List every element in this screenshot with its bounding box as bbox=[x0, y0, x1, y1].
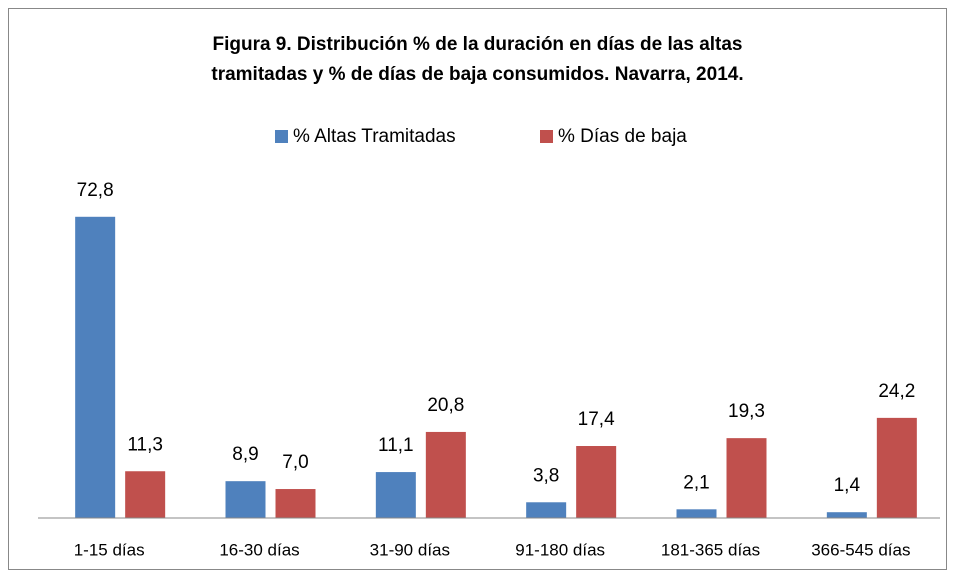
bar bbox=[375, 472, 416, 518]
bar bbox=[526, 502, 567, 518]
legend-label: % Días de baja bbox=[558, 126, 687, 147]
bar bbox=[676, 509, 717, 518]
x-tick-label: 91-180 días bbox=[515, 540, 605, 559]
data-label: 3,8 bbox=[533, 465, 559, 486]
data-label: 20,8 bbox=[427, 395, 464, 416]
data-label: 11,3 bbox=[127, 434, 163, 455]
data-label: 7,0 bbox=[282, 452, 308, 473]
bar bbox=[75, 216, 116, 519]
bar bbox=[225, 481, 266, 518]
x-tick-label: 366-545 días bbox=[811, 540, 910, 559]
bar bbox=[576, 446, 617, 518]
chart-title: Figura 9. Distribución % de la duración … bbox=[211, 34, 744, 85]
x-tick-label: 31-90 días bbox=[370, 540, 450, 559]
data-label: 24,2 bbox=[878, 381, 915, 402]
data-label: 1,4 bbox=[834, 475, 861, 496]
data-label: 17,4 bbox=[578, 409, 615, 430]
bar bbox=[425, 431, 466, 518]
bar bbox=[876, 417, 917, 518]
data-label: 8,9 bbox=[232, 444, 258, 465]
data-label: 2,1 bbox=[683, 472, 709, 493]
bar bbox=[726, 438, 767, 518]
bar bbox=[125, 471, 166, 518]
x-tick-label: 1-15 días bbox=[74, 540, 145, 559]
bar bbox=[275, 489, 316, 518]
legend-swatch bbox=[540, 130, 553, 143]
x-tick-label: 16-30 días bbox=[219, 540, 299, 559]
data-label: 72,8 bbox=[77, 180, 114, 201]
bar bbox=[826, 512, 867, 518]
legend-swatch bbox=[275, 130, 288, 143]
data-label: 11,1 bbox=[378, 435, 414, 456]
data-label: 19,3 bbox=[728, 401, 765, 422]
x-tick-label: 181-365 días bbox=[661, 540, 760, 559]
legend-label: % Altas Tramitadas bbox=[293, 126, 456, 147]
